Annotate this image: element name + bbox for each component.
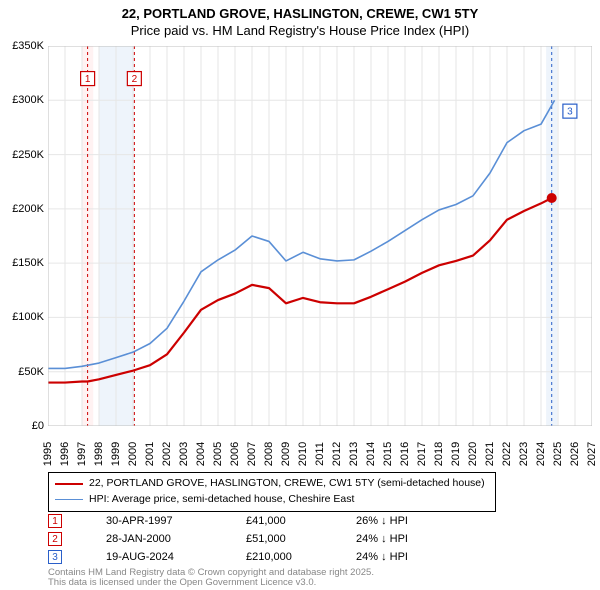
- y-tick-label: £0: [32, 420, 44, 432]
- x-tick-label: 2002: [161, 442, 173, 466]
- chart-container: 22, PORTLAND GROVE, HASLINGTON, CREWE, C…: [0, 0, 600, 590]
- x-tick-label: 2024: [535, 442, 547, 466]
- y-tick-label: £50K: [18, 366, 44, 378]
- marker-date: 28-JAN-2000: [106, 533, 246, 545]
- footer: Contains HM Land Registry data © Crown c…: [48, 568, 374, 589]
- marker-table-row: 3 19-AUG-2024£210,00024% ↓ HPI: [48, 548, 466, 566]
- marker-price: £51,000: [246, 533, 356, 545]
- x-tick-label: 2015: [382, 442, 394, 466]
- x-tick-label: 2011: [314, 442, 326, 466]
- legend-row: 22, PORTLAND GROVE, HASLINGTON, CREWE, C…: [55, 476, 489, 492]
- legend: 22, PORTLAND GROVE, HASLINGTON, CREWE, C…: [48, 472, 496, 512]
- x-tick-label: 2027: [586, 442, 598, 466]
- x-tick-label: 2003: [178, 442, 190, 466]
- x-tick-label: 2016: [399, 442, 411, 466]
- marker-price: £210,000: [246, 551, 356, 563]
- marker-delta: 24% ↓ HPI: [356, 533, 466, 545]
- title-line-2: Price paid vs. HM Land Registry's House …: [0, 23, 600, 40]
- marker-table: 1 30-APR-1997£41,00026% ↓ HPI 2 28-JAN-2000…: [48, 512, 466, 566]
- y-tick-label: £350K: [12, 40, 44, 52]
- x-tick-label: 2023: [518, 442, 530, 466]
- marker-id-box: 2: [48, 532, 62, 546]
- marker-table-row: 2 28-JAN-2000£51,00024% ↓ HPI: [48, 530, 466, 548]
- x-tick-label: 2014: [365, 442, 377, 466]
- x-tick-label: 1995: [42, 442, 54, 466]
- marker-id-box: 1: [48, 514, 62, 528]
- legend-label: 22, PORTLAND GROVE, HASLINGTON, CREWE, C…: [89, 476, 485, 492]
- x-tick-label: 2007: [246, 442, 258, 466]
- legend-swatch: [55, 499, 83, 500]
- marker-date: 30-APR-1997: [106, 515, 246, 527]
- legend-row: HPI: Average price, semi-detached house,…: [55, 492, 489, 508]
- x-tick-label: 2017: [416, 442, 428, 466]
- x-tick-label: 2012: [331, 442, 343, 466]
- x-tick-label: 2026: [569, 442, 581, 466]
- x-tick-label: 2018: [433, 442, 445, 466]
- x-tick-label: 2001: [144, 442, 156, 466]
- x-tick-label: 1997: [76, 442, 88, 466]
- legend-swatch: [55, 483, 83, 485]
- x-tick-label: 2019: [450, 442, 462, 466]
- x-tick-label: 2005: [212, 442, 224, 466]
- marker-delta: 24% ↓ HPI: [356, 551, 466, 563]
- legend-label: HPI: Average price, semi-detached house,…: [89, 492, 354, 508]
- x-tick-label: 2025: [552, 442, 564, 466]
- chart-svg: 1 2 3: [48, 46, 592, 426]
- x-tick-label: 2022: [501, 442, 513, 466]
- x-tick-label: 2000: [127, 442, 139, 466]
- footer-line-2: This data is licensed under the Open Gov…: [48, 578, 374, 588]
- x-tick-label: 1998: [93, 442, 105, 466]
- x-tick-label: 2010: [297, 442, 309, 466]
- marker-delta: 26% ↓ HPI: [356, 515, 466, 527]
- y-tick-label: £200K: [12, 203, 44, 215]
- x-tick-label: 1996: [59, 442, 71, 466]
- x-tick-label: 2006: [229, 442, 241, 466]
- x-tick-label: 1999: [110, 442, 122, 466]
- x-tick-label: 2021: [484, 442, 496, 466]
- svg-text:3: 3: [567, 107, 573, 118]
- marker-id-box: 3: [48, 550, 62, 564]
- svg-text:1: 1: [85, 74, 91, 85]
- marker-table-row: 1 30-APR-1997£41,00026% ↓ HPI: [48, 512, 466, 530]
- y-tick-label: £150K: [12, 257, 44, 269]
- marker-price: £41,000: [246, 515, 356, 527]
- svg-text:2: 2: [132, 74, 138, 85]
- x-tick-label: 2009: [280, 442, 292, 466]
- x-tick-label: 2008: [263, 442, 275, 466]
- y-tick-label: £300K: [12, 94, 44, 106]
- title-block: 22, PORTLAND GROVE, HASLINGTON, CREWE, C…: [0, 0, 600, 40]
- x-tick-label: 2013: [348, 442, 360, 466]
- y-tick-label: £100K: [12, 311, 44, 323]
- y-tick-label: £250K: [12, 149, 44, 161]
- x-tick-label: 2004: [195, 442, 207, 466]
- marker-date: 19-AUG-2024: [106, 551, 246, 563]
- x-tick-label: 2020: [467, 442, 479, 466]
- title-line-1: 22, PORTLAND GROVE, HASLINGTON, CREWE, C…: [0, 6, 600, 23]
